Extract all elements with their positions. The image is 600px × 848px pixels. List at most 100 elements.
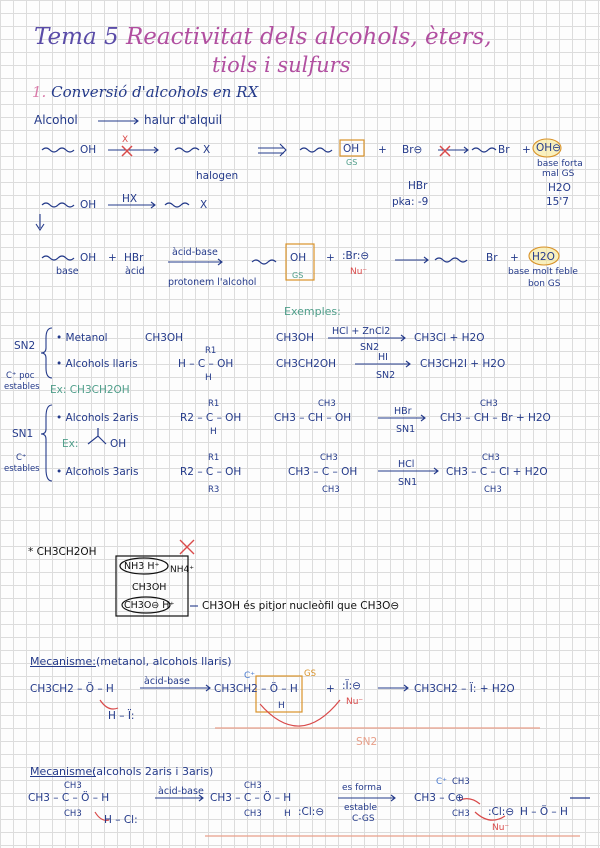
sn2-r1: R1	[205, 346, 217, 356]
mech2-ch3-bot: CH3	[64, 809, 82, 819]
arrow-mech2-1	[155, 794, 204, 802]
mech2-ch3-bot3: CH3	[452, 809, 470, 819]
note-ch3oh: CH3OH	[132, 582, 167, 593]
curve-arrow-mech1-a	[99, 699, 119, 710]
mech2-reactant: CH3 – C – Ö – H	[28, 792, 110, 804]
row1-mal-gs: mal GS	[542, 169, 575, 179]
mech2-ch3-top3: CH3	[452, 777, 470, 787]
sn2-h-c-oh: H – C – OH	[178, 358, 234, 370]
sn1-rxn2-right: CH3 – C – Cl + H2O	[446, 466, 548, 478]
sn2-rxn1-reagent: HCl + ZnCl2	[332, 326, 391, 337]
note-box	[115, 555, 189, 617]
chain-squiggle-3	[299, 147, 333, 153]
row1-oh-box: OH	[343, 143, 360, 155]
chain-squiggle-6	[164, 202, 190, 208]
mech1-iodide: :Ï:⊖	[342, 680, 361, 692]
sn1-rxn2-cond: SN1	[398, 477, 418, 488]
page-title: Tema 5 Reactivitat dels alcohols, èters,	[34, 24, 492, 50]
mech2-nu: Nu⁻	[492, 823, 510, 833]
arrow-double-row1	[258, 143, 287, 157]
mech2-cl: :Cl:⊖	[298, 806, 325, 818]
sn2-example: Ex: CH3CH2OH	[50, 384, 130, 396]
curve-arrow-mech2-c	[474, 811, 506, 821]
note-comment: CH3OH és pitjor nucleòfil que CH3O⊖	[202, 600, 400, 612]
mech2-cplus: C⁺	[436, 777, 448, 787]
sn1-r2-c-oh-b: R2 – C – OH	[180, 466, 242, 478]
mech2-es-forma: es forma	[342, 783, 382, 793]
sn1-rxn1-right: CH3 – CH – Br + H2O	[440, 412, 551, 424]
row3-br: :Br:⊖	[342, 250, 370, 262]
mech1-plus: +	[326, 683, 335, 695]
alcohol-label: Alcohol	[34, 113, 78, 127]
note-circle-2	[121, 596, 171, 614]
row2-oh: OH	[80, 199, 97, 211]
curve-arrow-mech1-b	[259, 699, 341, 727]
row3-bon-gs: bon GS	[528, 279, 561, 289]
row1-oh-circle: OH⊖	[536, 142, 561, 154]
mech2-carbocation: CH3 – C⊕	[414, 792, 464, 804]
chain-squiggle-1	[41, 147, 75, 153]
sn1-rxn2-reagent: HCl	[398, 459, 415, 470]
title-number: Tema 5	[34, 24, 119, 50]
arrow-hx	[108, 201, 156, 209]
sn1-rxn2-right-bot: CH3	[484, 485, 502, 495]
section-title: Conversió d'alcohols en RX	[51, 83, 259, 101]
sn2-rxn2-right: CH3CH2I + H2O	[420, 358, 506, 370]
sn1-label: SN1	[12, 428, 34, 440]
note-x	[179, 539, 195, 555]
mech1-h-i: H – Ï:	[108, 710, 135, 722]
section-number: 1.	[32, 83, 47, 101]
sn2-rxn2-left: CH3CH2OH	[276, 358, 336, 370]
sn2-alc-llaris: • Alcohols llaris	[56, 358, 138, 370]
row3-acid-base: àcid-base	[172, 247, 218, 258]
row2-pka-h2o: 15'7	[546, 196, 569, 208]
mech1-heading: Mecanisme:	[30, 655, 96, 668]
mech2-subtitle: (alcohols 2aris i 3aris)	[92, 765, 214, 778]
section-heading: 1. Conversió d'alcohols en RX	[32, 83, 263, 101]
arrow-row1	[108, 146, 159, 154]
mech2-heading: Mecanisme:	[30, 765, 96, 778]
row2-hx: HX	[122, 193, 138, 205]
arrow-mech2-2	[338, 794, 396, 802]
title-line1: Reactivitat dels alcohols, èters,	[125, 24, 492, 50]
note-nh4: NH4⁺	[170, 565, 194, 575]
sn1-r3: R3	[208, 485, 220, 495]
sn1-rxn1-right-top: CH3	[480, 399, 498, 409]
mech2-estable: estable	[344, 803, 378, 813]
sn1-example-oh: OH	[110, 438, 127, 450]
mech2-cl2: :Cl:⊖	[488, 806, 515, 818]
chain-squiggle-4	[471, 147, 497, 153]
sn1-r1a: R1	[208, 399, 220, 409]
row1-x: X	[203, 144, 211, 156]
row1-plus: +	[378, 144, 387, 156]
sn2-c-poc: C⁺ poc	[6, 371, 35, 381]
row2-h2o: H2O	[548, 182, 571, 194]
mech2-ch3-top2: CH3	[244, 781, 262, 791]
curve-arrow-mech2-b	[459, 798, 481, 805]
sn1-rxn1-reagent: HBr	[394, 406, 412, 417]
sn1-h: H	[210, 427, 217, 437]
sn2-estables: estables	[4, 382, 40, 392]
examples-label: Exemples:	[284, 305, 341, 318]
row3-protonem: protonem l'alcohol	[168, 277, 257, 288]
note-ch3o: CH3O⊖ H⁺	[124, 600, 175, 611]
note-circle-1	[119, 557, 169, 575]
sn2-label: SN2	[14, 340, 36, 352]
chain-squiggle-2	[174, 147, 200, 153]
sn1-r2-c-oh: R2 – C – OH	[180, 412, 242, 424]
row1-gs: GS	[346, 158, 358, 167]
mech1-reactant: CH3CH2 – Ö – H	[30, 683, 114, 695]
halur-label: halur d'alquil	[144, 113, 223, 127]
sn1-example: Ex:	[62, 438, 79, 450]
row2-hbr: HBr	[408, 180, 428, 192]
arrow-alcohol-halur	[98, 117, 139, 125]
sn2-rxn2-cond: SN2	[376, 370, 396, 381]
oh2-box-row3	[285, 243, 315, 281]
arrow-mech1-1	[140, 684, 211, 692]
arrow-sn1-2	[378, 467, 439, 475]
row1-halogen: halogen	[196, 170, 239, 182]
row3-hbr: HBr	[124, 252, 144, 264]
sn1-alc-3aris: • Alcohols 3aris	[56, 466, 139, 478]
sn2-rxn1-right: CH3Cl + H2O	[414, 332, 485, 344]
mech1-intermediate: CH3CH2 – Ö – H	[214, 683, 298, 695]
